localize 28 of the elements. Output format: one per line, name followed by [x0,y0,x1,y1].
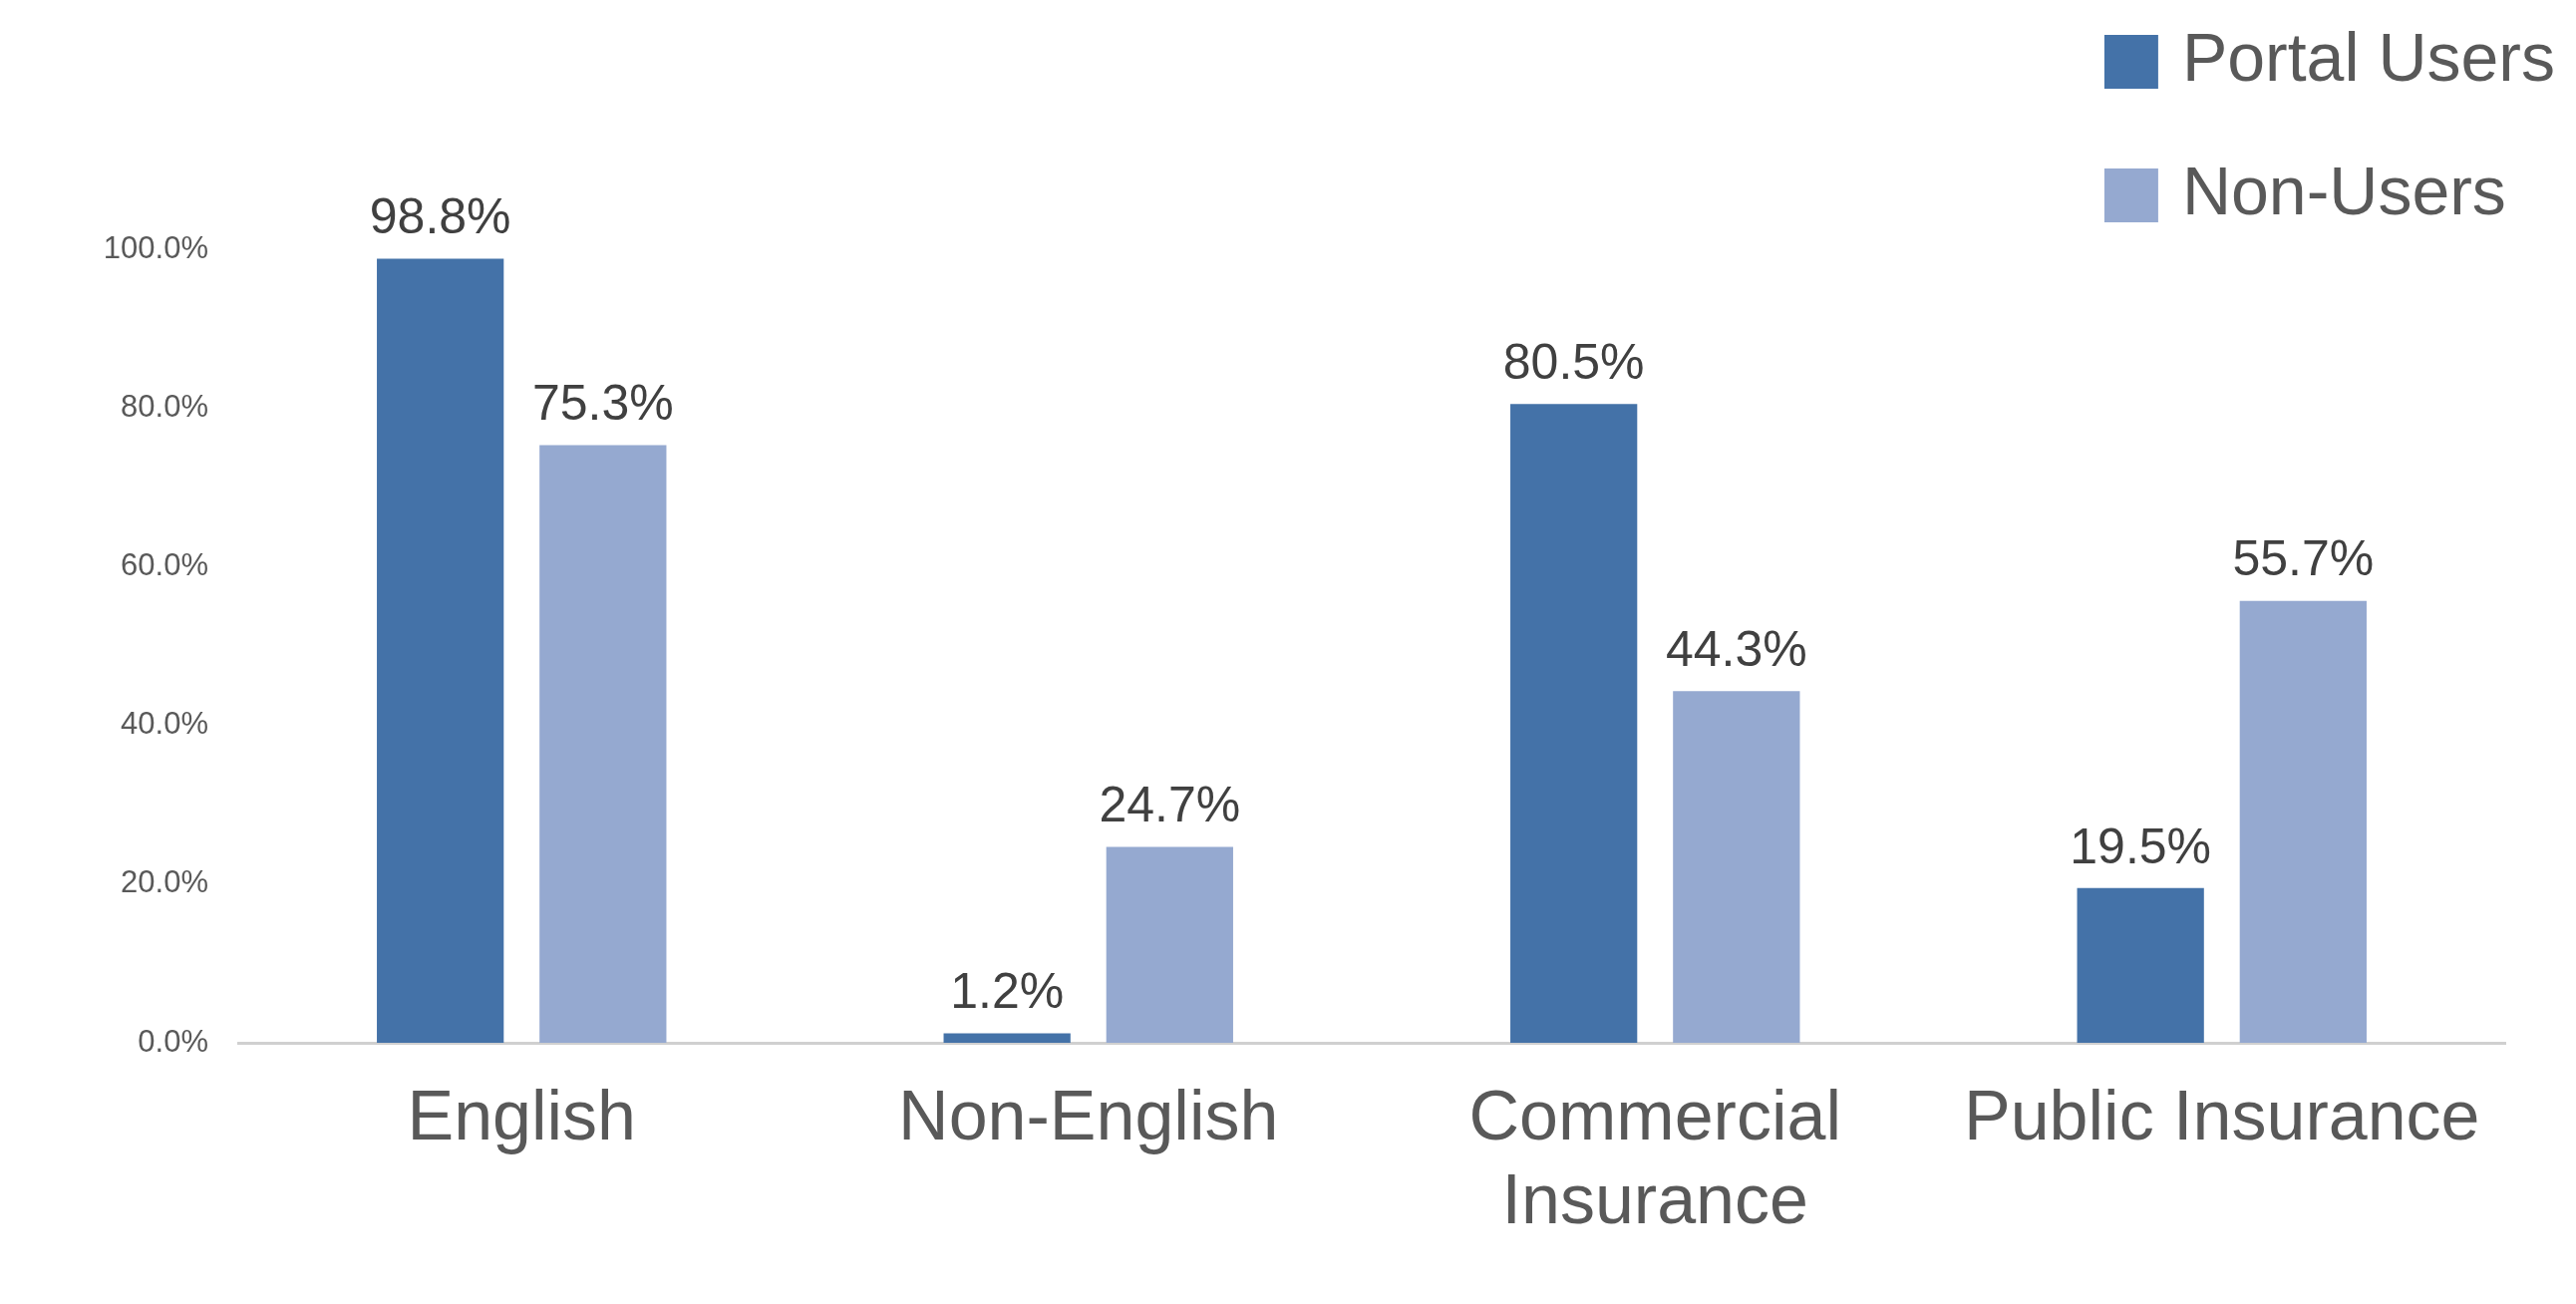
y-tick-label: 60.0% [121,546,208,582]
data-label: 55.7% [2232,530,2375,587]
y-tick-label: 100.0% [103,229,208,265]
data-label: 75.3% [531,375,674,432]
data-label: 80.5% [1502,334,1645,390]
y-tick-label: 20.0% [121,864,208,900]
data-label: 19.5% [2070,817,2212,874]
x-tick-label: Commercial Insurance [1468,1077,1841,1239]
x-tick-label: English [407,1077,637,1155]
data-label: 44.3% [1665,621,1807,678]
bar [2077,887,2204,1043]
bar [1510,404,1638,1043]
bar [377,258,504,1043]
y-tick-label: 0.0% [138,1023,208,1059]
legend-label: Non-Users [2181,152,2506,228]
data-label: 24.7% [1099,777,1241,833]
bar [943,1033,1071,1043]
data-label: 1.2% [950,963,1065,1020]
bar [1673,691,1800,1043]
bar [2239,600,2367,1043]
data-label: 98.8% [369,188,511,245]
y-tick-label: 40.0% [121,706,208,742]
bar [1106,846,1233,1043]
x-tick-label: Public Insurance [1963,1077,2480,1155]
legend-label: Portal Users [2181,18,2556,95]
bar [539,445,667,1043]
y-tick-label: 80.0% [121,388,208,424]
x-tick-label: Non-English [898,1077,1279,1155]
